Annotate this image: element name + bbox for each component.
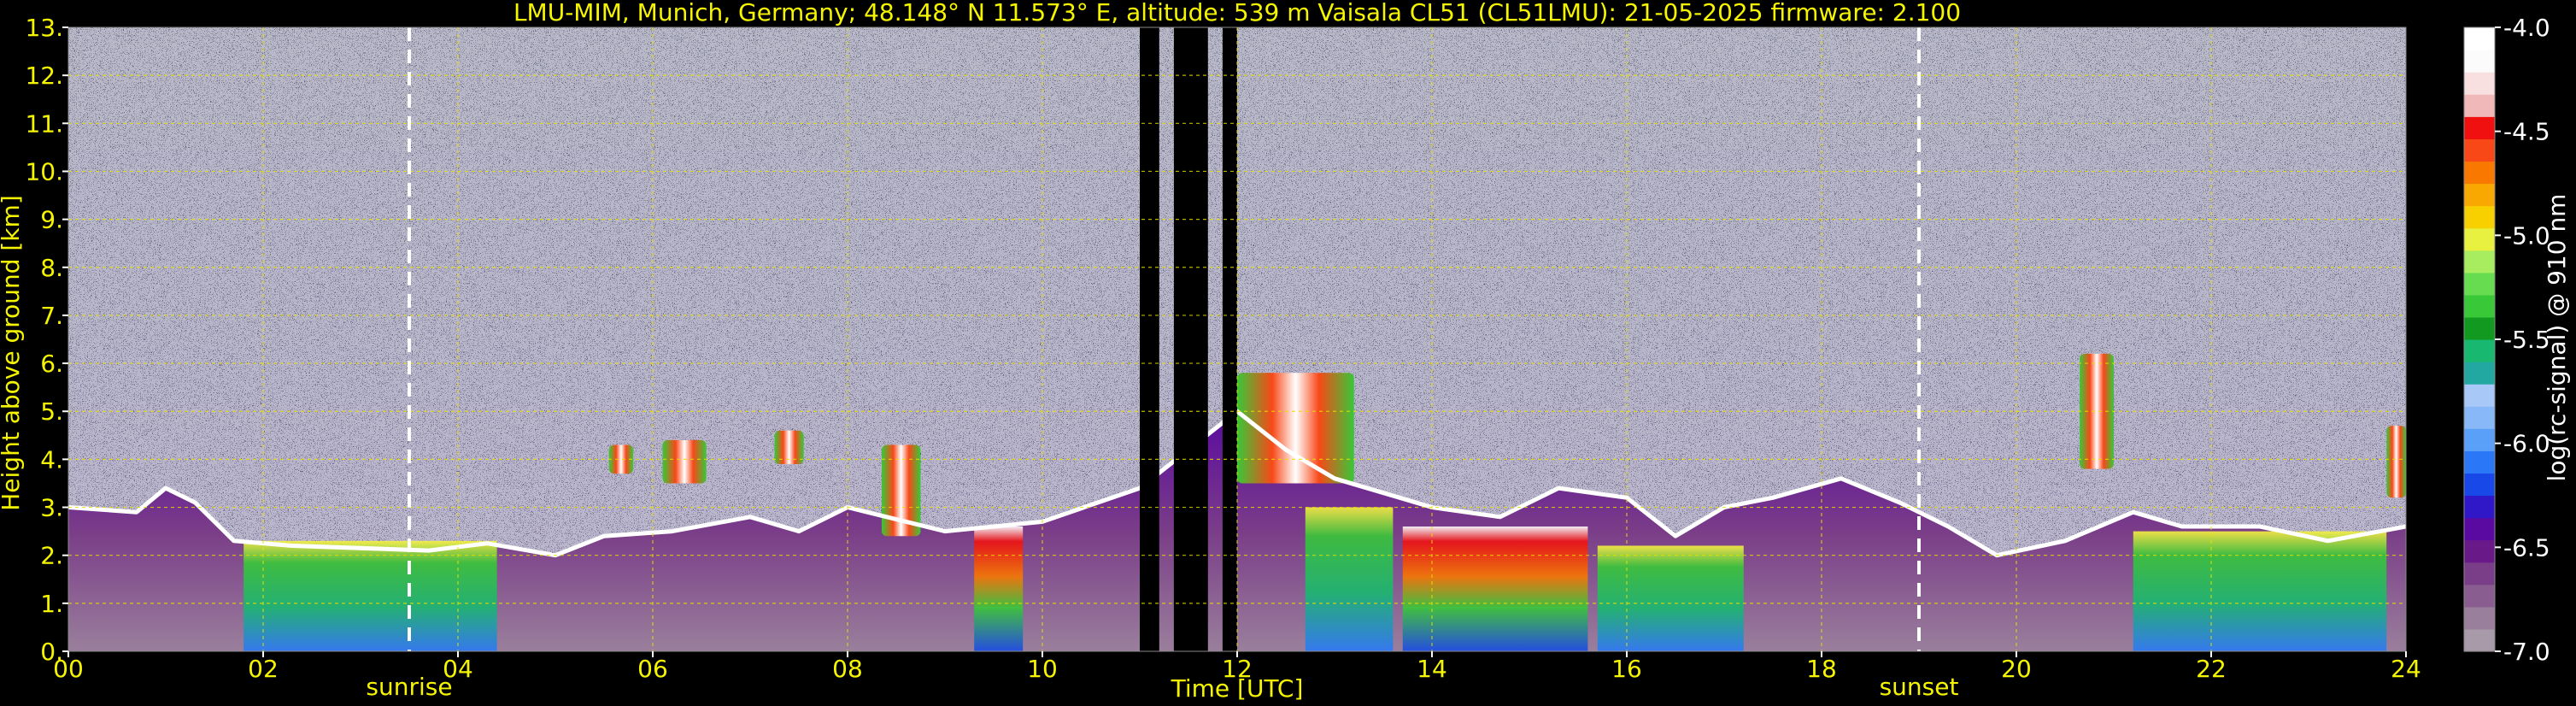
data-gap-3 [1222, 27, 1237, 651]
colorbar-tick-label-0: -4.0 [2503, 14, 2550, 42]
colorbar-swatch-25 [2464, 94, 2495, 117]
colorbar-swatch-17 [2464, 272, 2495, 296]
y-tick-label-5: 5. [40, 397, 63, 426]
y-tick-label-12: 12. [25, 62, 63, 90]
colorbar-tick-label-3: -5.5 [2503, 326, 2550, 354]
y-tick-label-3: 3. [40, 494, 63, 522]
colorbar-swatch-9 [2464, 450, 2495, 474]
x-tick-label-24: 24 [2391, 655, 2421, 683]
colorbar-tick-label-4: -6.0 [2503, 430, 2550, 458]
x-tick-label-12: 12 [1222, 655, 1253, 683]
colorbar-swatch-13 [2464, 362, 2495, 385]
colorbar-swatch-11 [2464, 406, 2495, 429]
x-tick-label-20: 20 [2001, 655, 2032, 683]
colorbar-tick-label-1: -4.5 [2503, 118, 2550, 146]
x-tick-label-06: 06 [637, 655, 668, 683]
x-tick-label-08: 08 [832, 655, 863, 683]
rain-plume-5 [1597, 545, 1744, 651]
cloud-base-line [68, 409, 2406, 558]
elevated-layer-7 [2386, 426, 2406, 498]
colorbar-ticks: -4.0 -4.5 -5.0 -5.5 -6.0 -6.5 -7.0 [2495, 14, 2550, 666]
rain-plume-1 [244, 540, 497, 651]
elevated-cloud-layers [608, 353, 2406, 537]
rain-plume-2 [974, 527, 1024, 651]
x-tick-label-16: 16 [1611, 655, 1642, 683]
colorbar-tick-label-2: -5.0 [2503, 221, 2550, 250]
data-gaps [1140, 27, 1237, 651]
colorbar-swatch-6 [2464, 517, 2495, 541]
sun-annotations: sunrise sunset [366, 673, 1958, 701]
x-tick-label-04: 04 [443, 655, 473, 683]
colorbar-swatch-4 [2464, 562, 2495, 585]
elevated-layer-4 [881, 444, 921, 537]
chart-title: LMU-MIM, Munich, Germany; 48.148° N 11.5… [513, 0, 1961, 26]
rain-plumes [244, 507, 2387, 651]
grid-lines [68, 27, 2406, 651]
x-axis-ticks: 00 02 04 06 08 10 12 14 16 18 20 22 24 [53, 651, 2421, 683]
colorbar-swatch-21 [2464, 183, 2495, 207]
x-tick-label-18: 18 [1806, 655, 1837, 683]
data-gap-1 [1140, 27, 1159, 651]
plot-area [68, 27, 2406, 651]
colorbar-swatch-15 [2464, 316, 2495, 340]
colorbar-label: log(rc-signal) @ 910 nm [2543, 194, 2571, 482]
sunset-label: sunset [1880, 673, 1959, 701]
x-tick-label-14: 14 [1417, 655, 1447, 683]
sunrise-label: sunrise [366, 673, 452, 701]
y-tick-label-8: 8. [40, 254, 63, 282]
y-tick-label-1: 1. [40, 590, 63, 618]
colorbar-swatch-5 [2464, 539, 2495, 563]
colorbar-swatch-20 [2464, 205, 2495, 229]
colorbar-swatch-16 [2464, 294, 2495, 318]
x-axis-label: Time [UTC] [1171, 674, 1304, 703]
rain-plume-6 [2133, 531, 2387, 651]
y-tick-label-2: 2. [40, 542, 63, 570]
y-tick-label-13: 13. [25, 14, 63, 42]
colorbar-swatch-18 [2464, 250, 2495, 274]
y-tick-label-9: 9. [40, 206, 63, 234]
rain-plume-4 [1402, 527, 1588, 651]
y-tick-label-0: 0. [40, 638, 63, 666]
colorbar-swatch-8 [2464, 473, 2495, 497]
colorbar-swatch-3 [2464, 584, 2495, 608]
x-tick-label-00: 00 [53, 655, 84, 683]
data-gap-2 [1173, 27, 1208, 651]
colorbar [2463, 26, 2496, 652]
colorbar-swatch-1 [2464, 628, 2495, 652]
colorbar-swatch-23 [2464, 138, 2495, 162]
colorbar-swatch-2 [2464, 606, 2495, 630]
colorbar-swatch-7 [2464, 495, 2495, 519]
y-tick-label-4: 4. [40, 445, 63, 474]
rain-plume-3 [1305, 507, 1394, 651]
elevated-layer-1 [608, 444, 634, 474]
elevated-layer-5 [1237, 373, 1354, 484]
x-tick-label-22: 22 [2196, 655, 2227, 683]
y-tick-label-11: 11. [25, 109, 63, 138]
sun-event-lines [408, 27, 1921, 651]
colorbar-swatch-10 [2464, 428, 2495, 451]
y-axis-ticks: 0. 1. 2. 3. 4. 5. 6. 7. 8. 9. 10. 11. 12. 13. [25, 14, 68, 666]
elevated-layer-3 [774, 430, 804, 464]
colorbar-swatch-22 [2464, 161, 2495, 185]
colorbar-swatch-12 [2464, 384, 2495, 407]
colorbar-swatch-26 [2464, 72, 2495, 95]
x-tick-label-02: 02 [248, 655, 279, 683]
colorbar-swatch-28 [2464, 27, 2495, 50]
x-tick-label-10: 10 [1027, 655, 1058, 683]
elevated-layer-2 [662, 439, 707, 484]
y-tick-label-6: 6. [40, 350, 63, 378]
y-tick-label-7: 7. [40, 302, 63, 330]
colorbar-swatch-27 [2464, 50, 2495, 73]
colorbar-swatch-24 [2464, 116, 2495, 139]
y-axis-label: Height above ground [km] [0, 195, 25, 511]
colorbar-swatch-14 [2464, 339, 2495, 362]
colorbar-tick-label-5: -6.5 [2503, 533, 2550, 562]
elevated-layer-6 [2080, 353, 2114, 469]
colorbar-tick-label-6: -7.0 [2503, 638, 2550, 666]
y-tick-label-10: 10. [25, 157, 63, 185]
colorbar-swatch-19 [2464, 227, 2495, 251]
